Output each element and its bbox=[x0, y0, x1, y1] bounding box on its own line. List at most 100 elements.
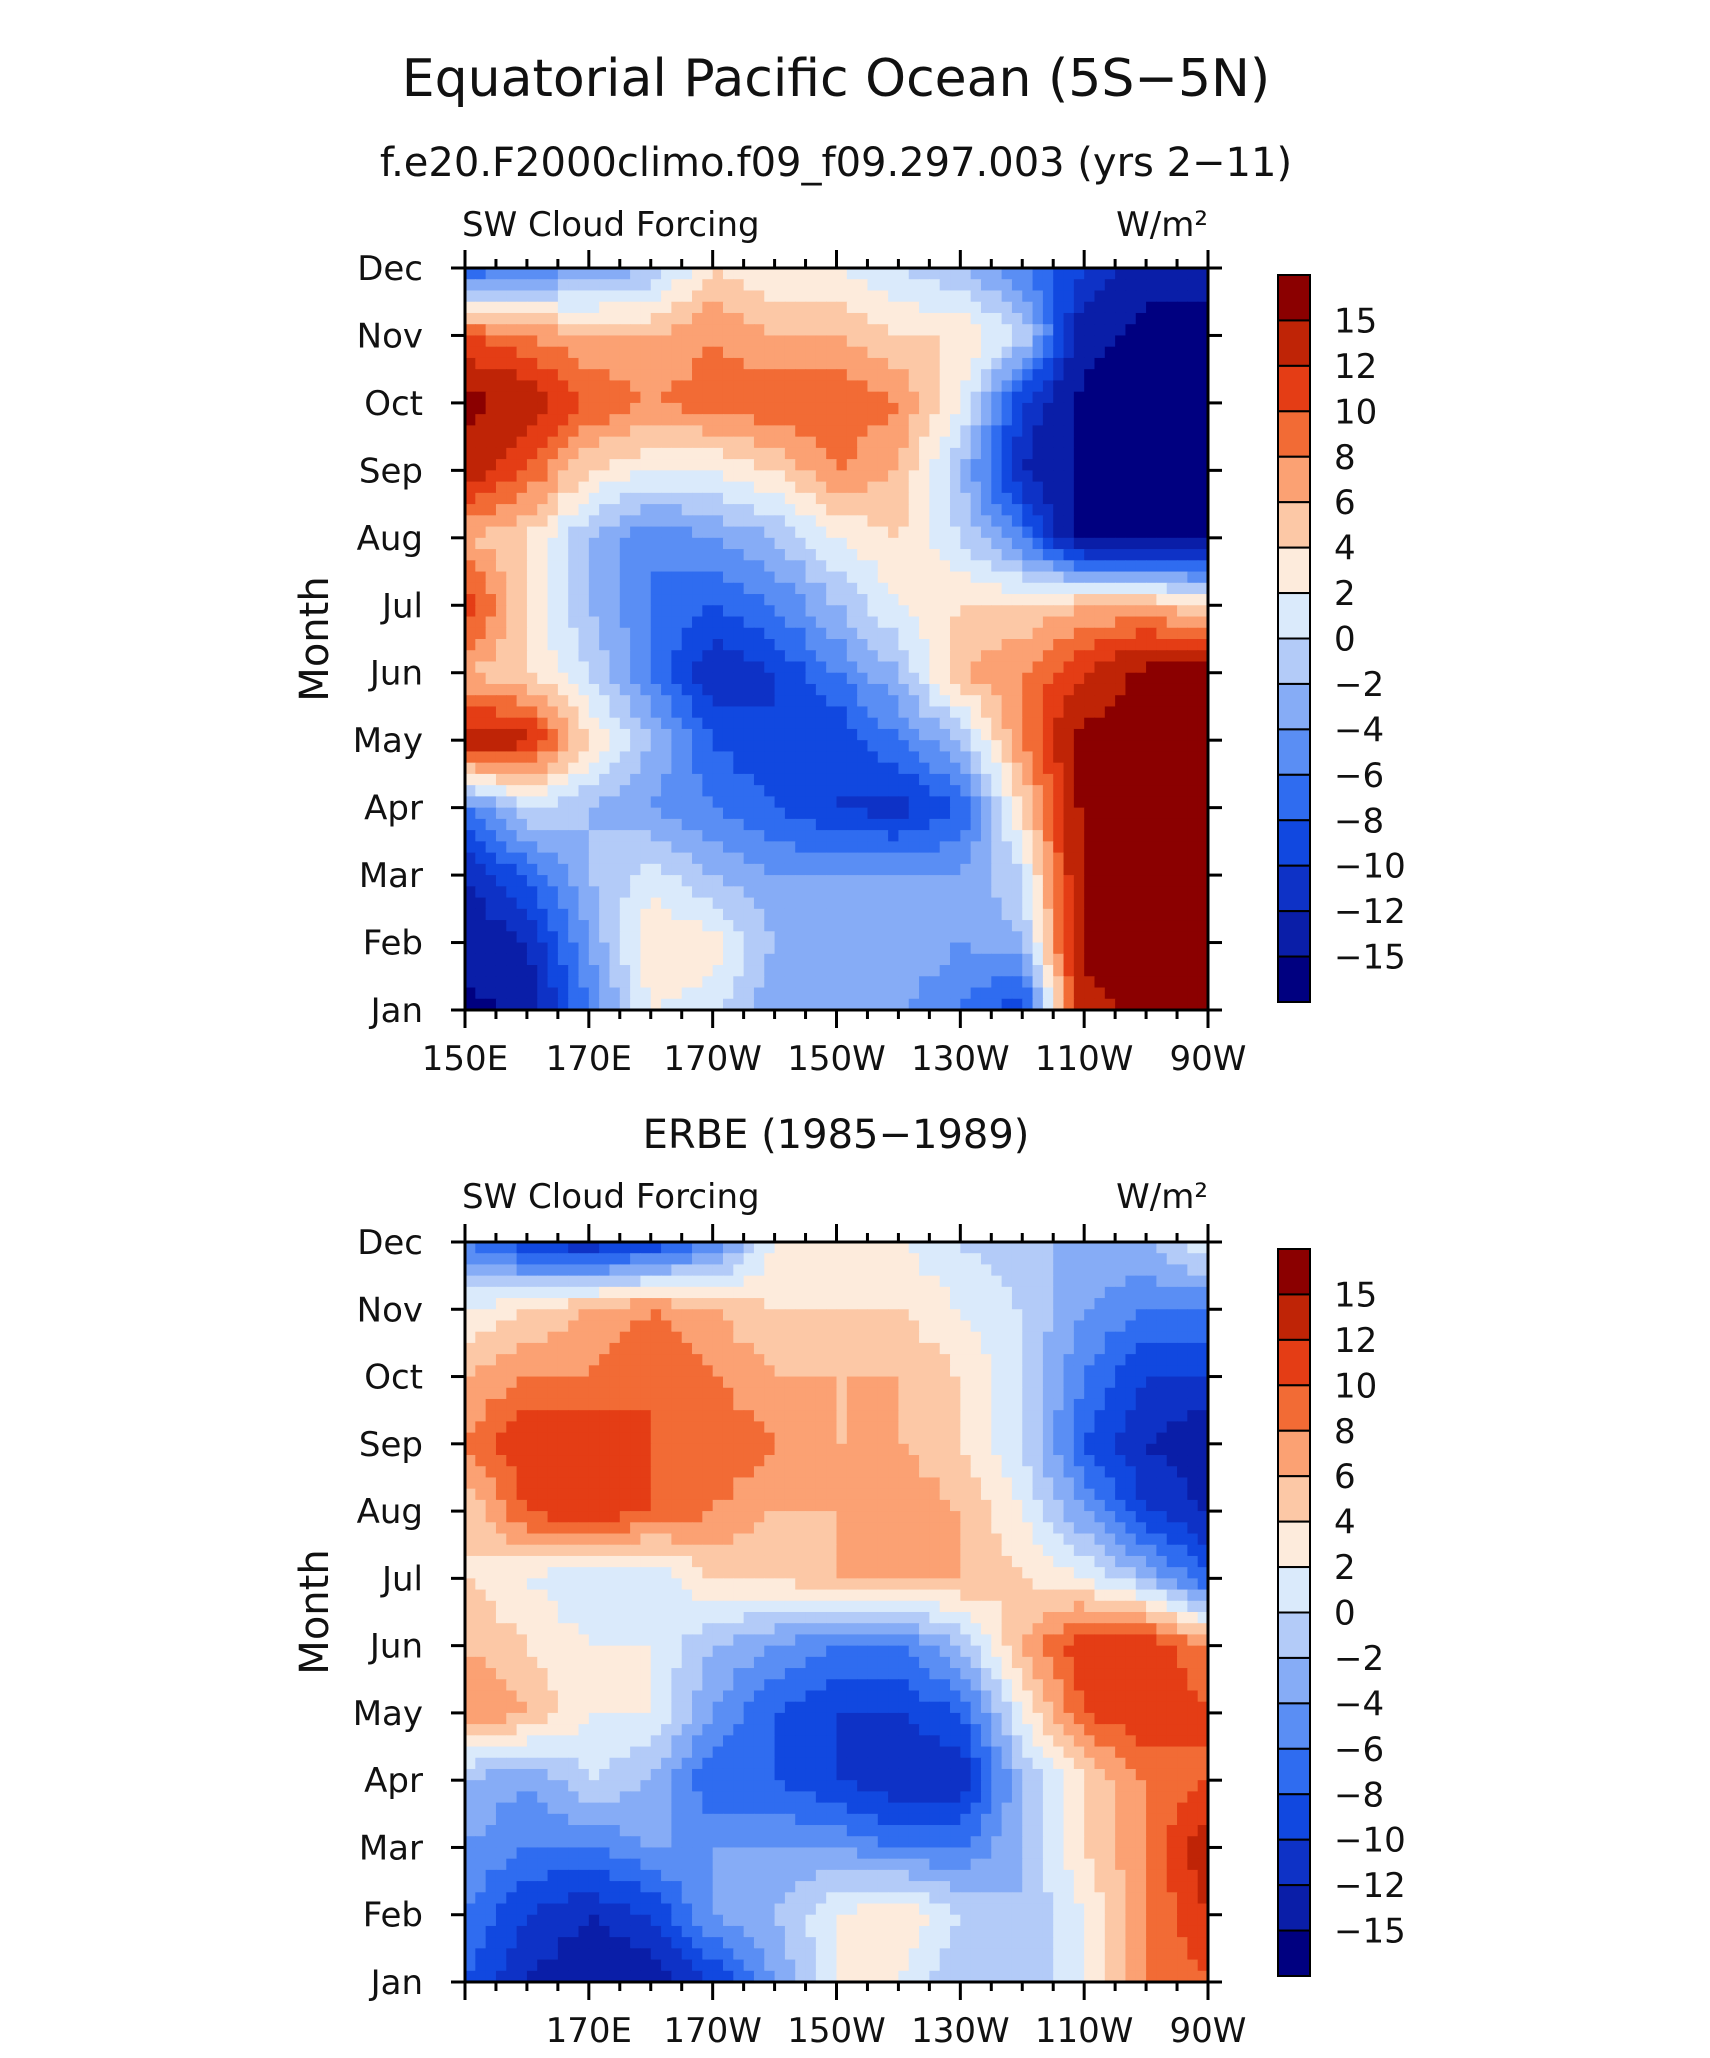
heatmap-cell bbox=[1156, 560, 1168, 573]
heatmap-cell bbox=[547, 515, 559, 528]
heatmap-cell bbox=[743, 357, 755, 370]
heatmap-cell bbox=[1177, 976, 1188, 989]
heatmap-cell bbox=[692, 279, 703, 292]
heatmap-cell bbox=[702, 436, 714, 449]
heatmap-cell bbox=[980, 582, 992, 595]
heatmap-cell bbox=[1094, 335, 1106, 348]
heatmap-cell bbox=[1001, 897, 1013, 910]
heatmap-cell bbox=[764, 504, 776, 516]
heatmap-cell bbox=[753, 605, 765, 618]
heatmap-cell bbox=[506, 414, 518, 426]
heatmap-cell bbox=[980, 875, 992, 887]
heatmap-cell bbox=[692, 515, 703, 528]
heatmap-cell bbox=[1022, 312, 1034, 325]
heatmap-cell bbox=[805, 807, 817, 820]
heatmap-cell bbox=[650, 605, 662, 618]
heatmap-cell bbox=[506, 695, 518, 708]
heatmap-cell bbox=[1011, 627, 1023, 640]
heatmap-cell bbox=[661, 627, 672, 640]
heatmap-cell bbox=[516, 920, 528, 932]
heatmap-cell bbox=[1032, 560, 1044, 573]
heatmap-cell bbox=[1042, 886, 1054, 899]
heatmap-cell bbox=[671, 785, 683, 797]
heatmap-cell bbox=[661, 380, 672, 393]
heatmap-cell bbox=[671, 695, 683, 708]
heatmap-cell bbox=[950, 920, 961, 932]
heatmap-cell bbox=[795, 852, 807, 865]
heatmap-cell bbox=[743, 312, 755, 325]
heatmap-cell bbox=[815, 852, 827, 865]
heatmap-cell bbox=[764, 402, 776, 415]
heatmap-cell bbox=[1166, 447, 1178, 460]
heatmap-cell bbox=[1135, 447, 1147, 460]
heatmap-cell bbox=[1104, 841, 1116, 854]
heatmap-cell bbox=[908, 459, 920, 471]
heatmap-cell bbox=[939, 627, 951, 640]
heatmap-cell bbox=[846, 897, 858, 910]
heatmap-cell bbox=[1042, 627, 1054, 640]
heatmap-cell bbox=[1073, 998, 1085, 1010]
heatmap-cell bbox=[702, 920, 714, 932]
heatmap-cell bbox=[1084, 807, 1096, 820]
heatmap-cell bbox=[692, 391, 703, 404]
heatmap-cell bbox=[619, 830, 631, 842]
heatmap-cell bbox=[516, 582, 528, 595]
heatmap-cell bbox=[815, 436, 827, 449]
heatmap-cell bbox=[815, 639, 827, 651]
heatmap-cell bbox=[1156, 661, 1168, 674]
heatmap-cell bbox=[495, 605, 507, 618]
heatmap-cell bbox=[516, 369, 528, 382]
heatmap-cell bbox=[1187, 279, 1199, 292]
heatmap-cell bbox=[815, 526, 827, 539]
heatmap-cell bbox=[815, 931, 827, 944]
heatmap-cell bbox=[1011, 897, 1023, 910]
heatmap-cell bbox=[640, 762, 652, 775]
heatmap-cell bbox=[753, 481, 765, 494]
heatmap-cell bbox=[826, 751, 838, 764]
heatmap-cell bbox=[1022, 796, 1034, 809]
heatmap-cell bbox=[1146, 425, 1157, 438]
heatmap-cell bbox=[1177, 897, 1188, 910]
heatmap-cell bbox=[702, 886, 714, 899]
heatmap-cell bbox=[609, 537, 621, 550]
heatmap-cell bbox=[1146, 976, 1157, 989]
heatmap-cell bbox=[661, 425, 672, 438]
heatmap-cell bbox=[1073, 965, 1085, 977]
heatmap-cell bbox=[908, 312, 920, 325]
heatmap-cell bbox=[1135, 481, 1147, 494]
heatmap-cell bbox=[1094, 650, 1106, 663]
heatmap-cell bbox=[980, 324, 992, 337]
heatmap-cell bbox=[826, 515, 838, 528]
heatmap-cell bbox=[1073, 402, 1085, 415]
heatmap-cell bbox=[1084, 762, 1096, 775]
heatmap-cell bbox=[795, 290, 807, 303]
heatmap-cell bbox=[1135, 998, 1147, 1010]
heatmap-cell bbox=[826, 942, 838, 955]
heatmap-cell bbox=[547, 470, 559, 483]
heatmap-cell bbox=[753, 537, 765, 550]
heatmap-cell bbox=[568, 931, 580, 944]
heatmap-cell bbox=[1146, 492, 1157, 505]
heatmap-cell bbox=[465, 324, 476, 337]
heatmap-cell bbox=[1084, 852, 1096, 865]
heatmap-cell bbox=[888, 357, 900, 370]
heatmap-cell bbox=[846, 785, 858, 797]
heatmap-cell bbox=[1197, 571, 1208, 584]
heatmap-cell bbox=[485, 976, 497, 989]
heatmap-cell bbox=[908, 728, 920, 741]
heatmap-cell bbox=[950, 279, 961, 292]
heatmap-cell bbox=[1094, 571, 1106, 584]
heatmap-cell bbox=[1001, 818, 1013, 831]
heatmap-cell bbox=[1177, 481, 1188, 494]
heatmap-cell bbox=[485, 447, 497, 460]
heatmap-cell bbox=[919, 639, 930, 651]
heatmap-cell bbox=[557, 785, 569, 797]
heatmap-cell bbox=[908, 920, 920, 932]
heatmap-cell bbox=[537, 279, 549, 292]
heatmap-cell bbox=[733, 706, 745, 719]
heatmap-cell bbox=[650, 549, 662, 561]
heatmap-cell bbox=[784, 695, 796, 708]
heatmap-cell bbox=[795, 582, 807, 595]
heatmap-cell bbox=[888, 728, 900, 741]
heatmap-cell bbox=[712, 751, 724, 764]
